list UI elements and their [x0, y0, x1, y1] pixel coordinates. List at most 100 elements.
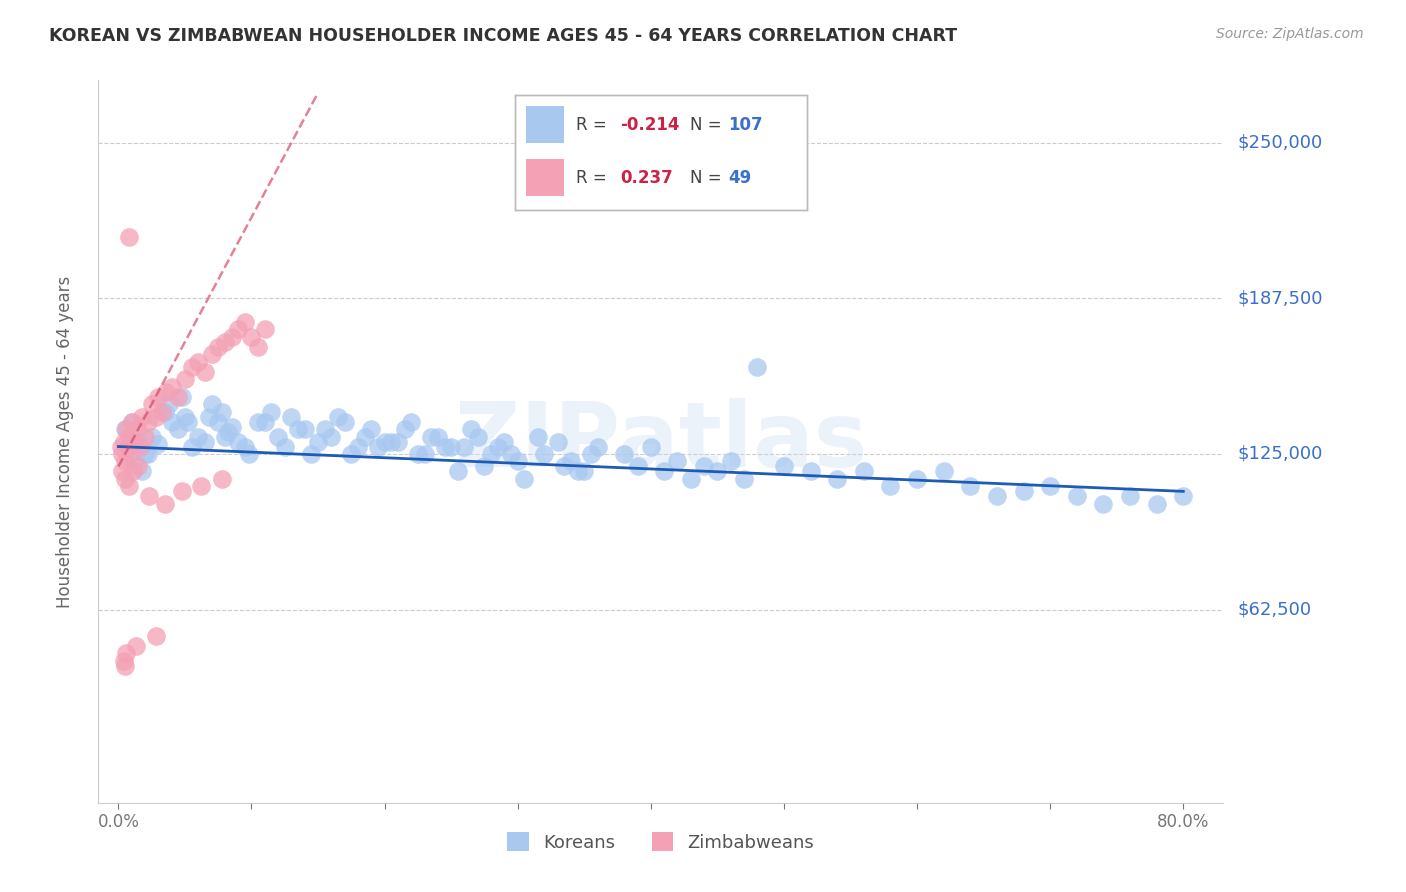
- Point: [260, 404, 283, 418]
- Point: [479, 447, 502, 461]
- Point: [112, 654, 135, 668]
- Point: [333, 415, 356, 429]
- Point: [347, 440, 370, 454]
- Point: [499, 447, 522, 461]
- Point: [460, 422, 482, 436]
- Point: [180, 359, 202, 374]
- Point: [117, 440, 139, 454]
- Point: [453, 440, 475, 454]
- Point: [326, 409, 349, 424]
- Point: [217, 425, 239, 439]
- Point: [187, 429, 209, 443]
- Point: [207, 340, 229, 354]
- Point: [733, 472, 755, 486]
- Point: [959, 479, 981, 493]
- Point: [474, 459, 496, 474]
- Point: [526, 429, 548, 443]
- Point: [200, 397, 222, 411]
- Point: [253, 322, 276, 336]
- Point: [214, 334, 236, 349]
- Point: [494, 434, 516, 449]
- Point: [233, 440, 256, 454]
- Point: [399, 415, 422, 429]
- Point: [211, 472, 233, 486]
- Point: [247, 415, 270, 429]
- Point: [160, 380, 183, 394]
- Point: [110, 440, 132, 454]
- Point: [115, 646, 138, 660]
- Point: [136, 415, 159, 429]
- Point: [122, 465, 145, 479]
- Legend: Koreans, Zimbabweans: Koreans, Zimbabweans: [501, 825, 821, 859]
- Point: [433, 440, 456, 454]
- Point: [652, 465, 675, 479]
- Point: [128, 440, 150, 454]
- Point: [187, 355, 209, 369]
- Point: [1066, 489, 1088, 503]
- Point: [506, 454, 529, 468]
- Point: [747, 359, 769, 374]
- Point: [413, 447, 436, 461]
- Point: [160, 415, 183, 429]
- Point: [198, 409, 221, 424]
- Text: $250,000: $250,000: [1237, 134, 1323, 152]
- Point: [1119, 489, 1142, 503]
- Point: [486, 440, 509, 454]
- Point: [121, 415, 143, 429]
- Point: [118, 230, 141, 244]
- Point: [1092, 497, 1115, 511]
- Point: [294, 422, 316, 436]
- Point: [1146, 497, 1168, 511]
- Point: [148, 437, 170, 451]
- Point: [613, 447, 636, 461]
- Point: [145, 409, 167, 424]
- Point: [138, 489, 160, 503]
- Point: [567, 465, 589, 479]
- Point: [111, 447, 134, 461]
- Point: [172, 484, 194, 499]
- Point: [299, 447, 322, 461]
- Point: [157, 397, 180, 411]
- Point: [247, 340, 270, 354]
- Point: [180, 440, 202, 454]
- Point: [640, 440, 662, 454]
- Point: [238, 447, 260, 461]
- Point: [207, 415, 229, 429]
- Point: [148, 390, 170, 404]
- Point: [226, 434, 249, 449]
- Point: [693, 459, 716, 474]
- Point: [111, 465, 134, 479]
- Point: [145, 629, 167, 643]
- Point: [200, 347, 222, 361]
- Point: [533, 447, 555, 461]
- Point: [221, 330, 243, 344]
- Point: [406, 447, 429, 461]
- Point: [211, 404, 233, 418]
- Point: [367, 440, 389, 454]
- Point: [353, 429, 375, 443]
- Point: [131, 465, 153, 479]
- Point: [666, 454, 689, 468]
- Point: [141, 397, 163, 411]
- Y-axis label: Householder Income Ages 45 - 64 years: Householder Income Ages 45 - 64 years: [56, 276, 75, 607]
- Point: [586, 440, 609, 454]
- Point: [176, 415, 198, 429]
- Text: $62,500: $62,500: [1237, 600, 1312, 619]
- Point: [194, 434, 217, 449]
- Text: $187,500: $187,500: [1237, 289, 1323, 307]
- Point: [426, 429, 449, 443]
- Point: [574, 465, 596, 479]
- Text: $125,000: $125,000: [1237, 445, 1323, 463]
- Point: [986, 489, 1008, 503]
- Point: [287, 422, 309, 436]
- Point: [274, 440, 297, 454]
- Text: ZIPatlas: ZIPatlas: [454, 398, 868, 485]
- Point: [420, 429, 443, 443]
- Point: [221, 419, 243, 434]
- Point: [134, 429, 156, 443]
- Point: [280, 409, 302, 424]
- Point: [114, 658, 136, 673]
- Point: [127, 459, 149, 474]
- Text: KOREAN VS ZIMBABWEAN HOUSEHOLDER INCOME AGES 45 - 64 YEARS CORRELATION CHART: KOREAN VS ZIMBABWEAN HOUSEHOLDER INCOME …: [49, 27, 957, 45]
- Point: [226, 322, 249, 336]
